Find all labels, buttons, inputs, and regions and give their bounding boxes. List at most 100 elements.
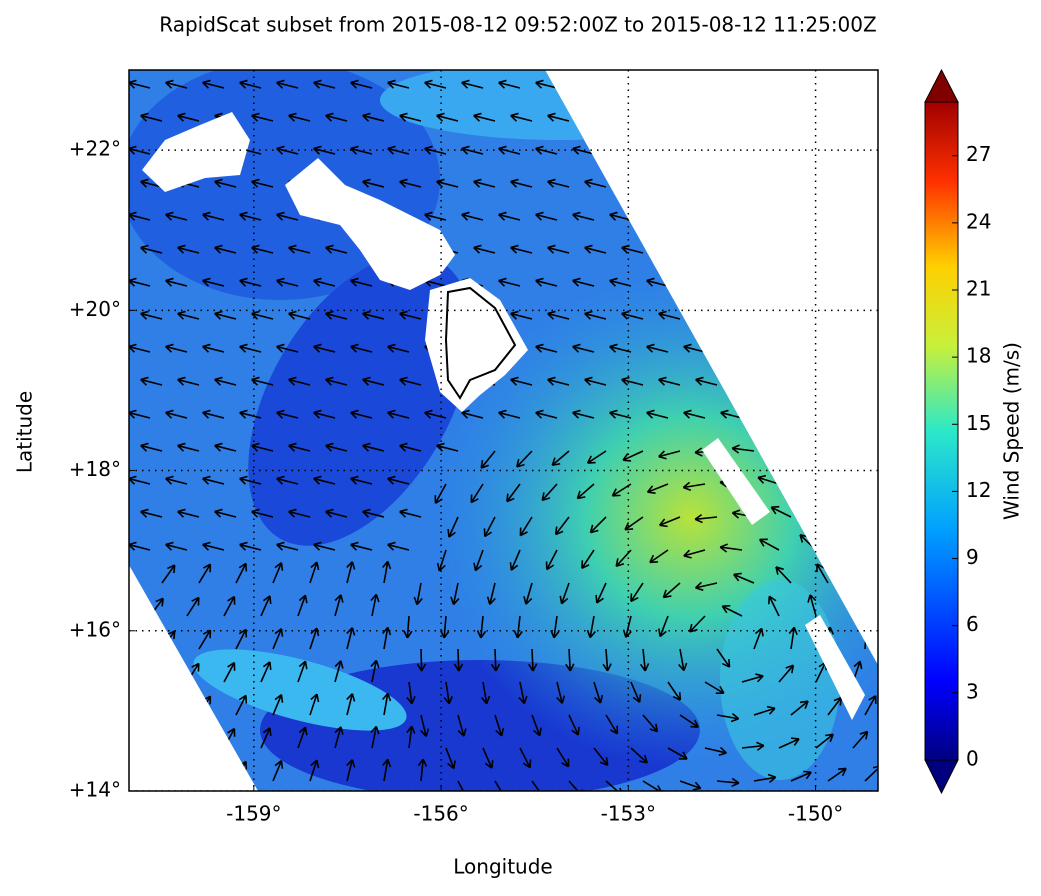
wind-arrow xyxy=(753,705,776,716)
wind-arrow xyxy=(177,508,200,518)
wind-arrow xyxy=(198,563,212,584)
wind-arrow xyxy=(362,310,385,320)
wind-arrow xyxy=(535,409,558,419)
wind-arrow xyxy=(556,681,566,704)
wind-arrow xyxy=(309,561,320,584)
wind-arrow xyxy=(165,475,188,485)
wind-arrow xyxy=(576,483,595,500)
wind-arrow xyxy=(424,211,447,221)
wind-arrow xyxy=(621,376,644,386)
wind-arrow xyxy=(436,549,447,572)
wind-arrow xyxy=(260,727,272,749)
wind-arrow xyxy=(309,693,320,716)
wind-arrow xyxy=(510,112,533,122)
wind-arrow xyxy=(658,310,681,320)
wind-arrow xyxy=(272,628,284,650)
plot-area xyxy=(129,70,878,791)
wind-arrow xyxy=(251,310,274,320)
colorbar-scale xyxy=(925,102,958,760)
wind-arrow xyxy=(399,376,422,386)
wind-arrow xyxy=(276,277,299,287)
wind-arrow xyxy=(758,538,780,551)
wind-arrow xyxy=(547,112,570,122)
wind-arrow xyxy=(276,145,299,155)
wind-arrow xyxy=(272,694,284,716)
wind-arrow xyxy=(790,770,812,782)
wind-arrow xyxy=(593,681,604,704)
wind-arrow xyxy=(586,615,596,639)
wind-arrow xyxy=(528,648,538,672)
wind-arrow xyxy=(202,79,225,89)
wind-arrow xyxy=(509,549,521,571)
wind-arrow xyxy=(140,178,163,188)
wind-arrow xyxy=(165,343,188,353)
x-tick-label: -150° xyxy=(788,802,843,826)
wind-arrow xyxy=(683,343,706,353)
wind-arrow xyxy=(683,549,706,559)
wind-arrow xyxy=(239,277,262,287)
wind-arrow xyxy=(658,516,681,528)
wind-arrow xyxy=(276,343,299,353)
wind-arrow xyxy=(490,648,501,672)
wind-arrow xyxy=(223,595,236,617)
wind-arrow xyxy=(551,450,570,467)
colorbar-tick-label: 18 xyxy=(966,344,991,368)
colorbar-extend-min xyxy=(924,759,959,795)
wind-arrow xyxy=(535,343,558,353)
wind-arrow xyxy=(815,733,834,749)
wind-arrow xyxy=(716,777,740,788)
wind-arrow xyxy=(506,483,521,503)
wind-arrow xyxy=(406,681,416,705)
wind-arrow xyxy=(480,450,496,469)
wind-arrow xyxy=(420,714,430,737)
wind-arrow xyxy=(165,211,188,221)
wind-arrow xyxy=(658,376,681,386)
wind-arrow xyxy=(609,277,632,287)
wind-arrow xyxy=(313,343,336,353)
wind-arrow xyxy=(531,780,546,791)
wind-arrow xyxy=(260,595,272,617)
wind-arrow xyxy=(611,483,632,497)
wind-arrow xyxy=(473,549,484,572)
wind-arrow xyxy=(473,244,496,254)
wind-arrow xyxy=(678,648,688,672)
wind-arrow xyxy=(605,714,619,735)
wind-arrow xyxy=(382,758,392,782)
wind-arrow xyxy=(662,582,681,599)
wind-arrow xyxy=(545,549,558,571)
wind-arrow xyxy=(276,475,299,485)
wind-arrow xyxy=(214,376,237,386)
wind-arrow xyxy=(260,661,272,683)
wind-arrow xyxy=(251,178,274,188)
colorbar-tick-label: 21 xyxy=(966,277,991,301)
wind-arrow xyxy=(186,596,200,617)
wind-arrow xyxy=(325,310,348,320)
wind-arrow xyxy=(239,79,262,89)
wind-arrow xyxy=(559,582,570,605)
wind-arrow xyxy=(387,145,410,155)
wind-arrow xyxy=(406,725,416,749)
colorbar-tick-label: 3 xyxy=(966,679,979,703)
wind-arrow xyxy=(214,508,237,518)
wind-arrow xyxy=(235,694,248,716)
wind-arrow xyxy=(646,409,669,419)
wind-arrow xyxy=(382,560,392,584)
wind-arrow xyxy=(313,277,336,287)
land xyxy=(142,112,865,720)
wind-arrow xyxy=(778,737,800,749)
wind-arrow xyxy=(704,746,727,757)
wind-arrow xyxy=(630,747,648,764)
wind-arrow xyxy=(721,604,743,617)
wind-arrow xyxy=(646,343,669,353)
wind-arrow xyxy=(547,376,570,386)
wind-arrow xyxy=(498,79,521,89)
wind-arrow xyxy=(272,760,284,782)
wind-arrow xyxy=(658,615,669,638)
wind-arrow xyxy=(177,244,200,254)
wind-arrow xyxy=(325,508,348,518)
wind-arrow xyxy=(447,516,459,538)
wind-arrow xyxy=(630,582,644,603)
wind-arrow xyxy=(572,145,595,155)
wind-arrow xyxy=(827,696,843,716)
